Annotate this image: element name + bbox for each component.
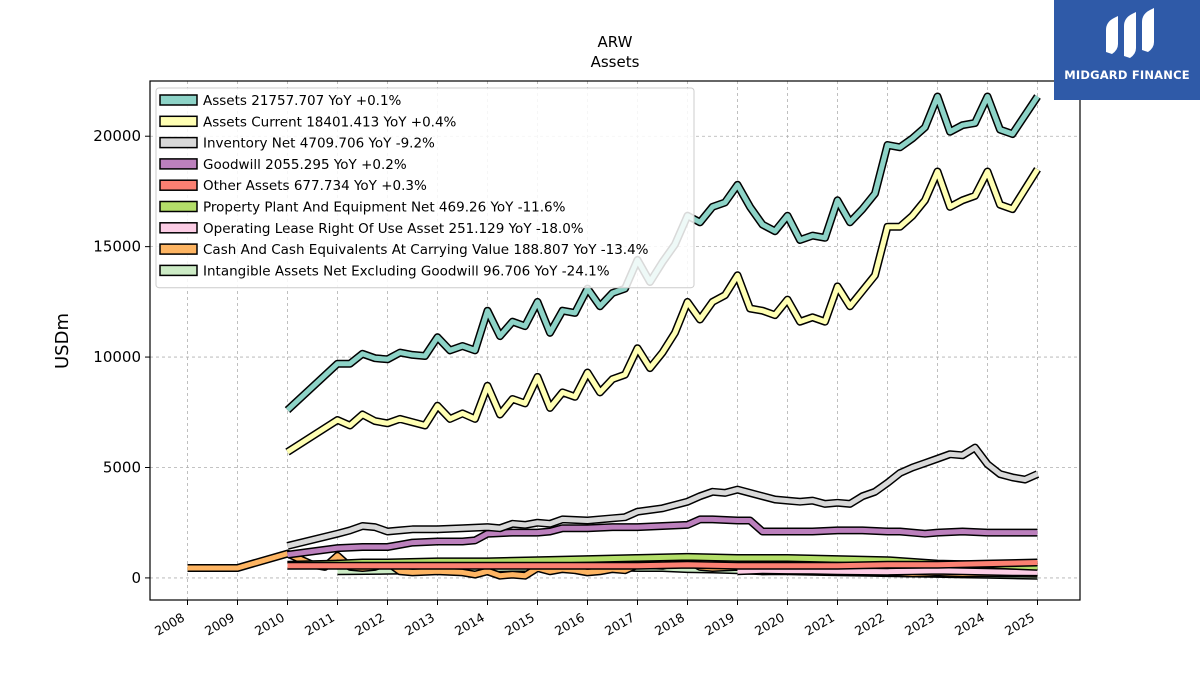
legend-swatch: [159, 179, 198, 191]
y-tick-label: 5000: [103, 458, 141, 476]
legend-swatch: [159, 243, 198, 255]
legend-label: Inventory Net 4709.706 YoY -9.2%: [203, 136, 435, 152]
legend-label: Other Assets 677.734 YoY +0.3%: [203, 178, 427, 194]
x-tick-label: 2019: [702, 610, 737, 639]
x-tick-label: 2016: [552, 610, 587, 639]
series-line-fill: [737, 567, 1038, 575]
x-tick-label: 2018: [652, 610, 687, 639]
legend-swatch: [159, 222, 198, 234]
series-line: [737, 566, 1038, 577]
legend-label: Property Plant And Equipment Net 469.26 …: [203, 200, 566, 216]
brand-logo: MIDGARD FINANCE: [1054, 0, 1200, 100]
legend-entry: Goodwill 2055.295 YoY +0.2%: [159, 157, 407, 173]
legend-swatch: [159, 115, 198, 128]
legend-label: Goodwill 2055.295 YoY +0.2%: [203, 157, 407, 173]
legend-swatch: [159, 264, 198, 277]
x-tick-label: 2025: [1002, 610, 1037, 639]
x-tick-label: 2023: [902, 610, 937, 639]
series-line: [286, 515, 1038, 559]
y-axis-label: USDm: [52, 313, 73, 369]
legend-label: Assets Current 18401.413 YoY +0.4%: [203, 114, 457, 130]
x-tick-label: 2009: [202, 610, 237, 639]
legend: Assets 21757.707 YoY +0.1% Assets Current…: [155, 87, 695, 289]
x-tick-label: 2012: [352, 610, 387, 639]
legend-entry: Inventory Net 4709.706 YoY -9.2%: [159, 136, 435, 152]
x-tick-label: 2011: [302, 610, 337, 639]
legend-label: Assets 21757.707 YoY +0.1%: [203, 93, 402, 109]
series-line-fill: [286, 445, 1039, 549]
series-line-fill: [287, 516, 1038, 558]
chart-subtitle: Assets: [591, 53, 640, 71]
chart-title: ARW: [598, 33, 633, 51]
legend-label: Intangible Assets Net Excluding Goodwill…: [203, 263, 610, 279]
x-tick-label: 2024: [952, 610, 987, 639]
series-line: [285, 167, 1041, 456]
legend-entry: Assets Current 18401.413 YoY +0.4%: [159, 114, 457, 130]
series-line: [287, 558, 1038, 570]
plot-area-frame: [149, 80, 1081, 601]
x-tick-label: 2010: [252, 610, 287, 639]
legend-swatch: [159, 136, 198, 149]
x-tick-label: 2017: [602, 610, 637, 639]
legend-label: Cash And Cash Equivalents At Carrying Va…: [203, 242, 649, 258]
legend-label: Operating Lease Right Of Use Asset 251.1…: [203, 221, 584, 237]
legend-entry: Other Assets 677.734 YoY +0.3%: [159, 178, 427, 194]
legend-entry: Intangible Assets Net Excluding Goodwill…: [159, 263, 610, 279]
x-tick-label: 2014: [452, 610, 487, 639]
y-tick-label: 20000: [93, 127, 141, 145]
x-tick-label: 2022: [852, 610, 887, 639]
y-tick-label: 0: [131, 569, 141, 587]
series-line: [286, 443, 1040, 550]
x-tick-label: 2020: [752, 610, 787, 639]
x-tick-label: 2015: [502, 610, 537, 639]
legend-swatch: [159, 200, 198, 213]
legend-entry: Assets 21757.707 YoY +0.1%: [159, 93, 402, 109]
legend-swatch: [159, 94, 198, 106]
legend-entry: Cash And Cash Equivalents At Carrying Va…: [159, 242, 649, 258]
series-line-fill: [286, 167, 1040, 455]
x-tick-label: 2013: [402, 610, 437, 639]
legend-entry: Property Plant And Equipment Net 469.26 …: [159, 200, 566, 216]
series-line-fill: [287, 560, 1038, 569]
x-tick-label: 2008: [152, 610, 187, 639]
legend-swatch: [159, 158, 198, 170]
legend-box: [155, 87, 695, 289]
brand-logo-mark-icon: [1106, 8, 1154, 58]
brand-name: MIDGARD FINANCE: [1064, 68, 1190, 82]
legend-entry: Operating Lease Right Of Use Asset 251.1…: [159, 221, 584, 237]
y-tick-label: 10000: [93, 348, 141, 366]
y-tick-label: 15000: [93, 238, 141, 256]
x-tick-label: 2021: [802, 610, 837, 639]
